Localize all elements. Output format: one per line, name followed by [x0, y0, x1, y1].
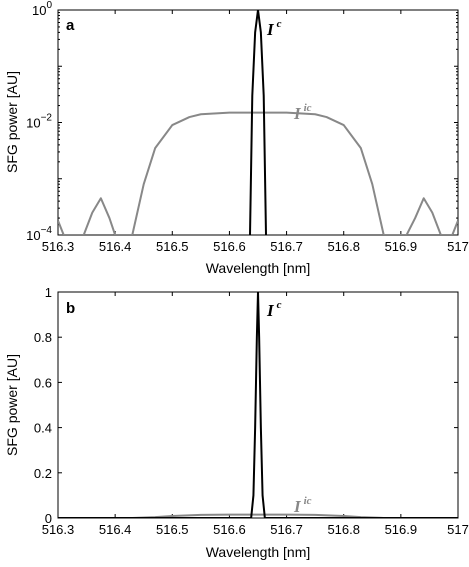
- y-tick-label: 0.2: [34, 466, 52, 481]
- x-tick-label: 516.9: [385, 522, 418, 537]
- y-ticks: 100 10−2 10−4: [26, 0, 458, 243]
- panel-label: a: [66, 17, 75, 34]
- x-tick-label: 516.7: [270, 522, 303, 537]
- y-tick-label: 100: [32, 0, 52, 18]
- series-line-ic: [58, 292, 458, 518]
- y-tick-label: 0.4: [34, 421, 52, 436]
- x-ticks: 516.3 516.4 516.5 516.6 516.7 516.8 516.9 517: [42, 10, 469, 254]
- x-tick-label: 516.6: [213, 522, 246, 537]
- x-tick-label: 516.8: [327, 239, 360, 254]
- x-tick-label: 517: [447, 239, 469, 254]
- x-tick-label: 516.6: [213, 239, 246, 254]
- chart-panel-a: a 516.3 516.4 516.5 516.6 516.7 516.8 516.9 517…: [4, 0, 469, 276]
- x-tick-label: 516.7: [270, 239, 303, 254]
- x-tick-label: 516.5: [156, 239, 189, 254]
- x-tick-label: 516.9: [385, 239, 418, 254]
- panel-label: b: [66, 300, 75, 317]
- y-axis-label: SFG power [AU]: [4, 71, 20, 173]
- series-group: [58, 10, 458, 235]
- y-tick-label: 10−2: [26, 113, 52, 131]
- y-tick-label: 10−4: [26, 225, 52, 243]
- series-line-ic: [249, 10, 267, 235]
- y-tick-label: 0.6: [34, 375, 52, 390]
- x-ticks: 516.3 516.4 516.5 516.6 516.7 516.8 516.9 517: [42, 292, 469, 537]
- y-ticks: 0 0.2 0.4 0.6 0.8 1: [34, 285, 458, 526]
- x-tick-label: 516.3: [42, 239, 75, 254]
- y-tick-label: 0.8: [34, 330, 52, 345]
- x-tick-label: 516.3: [42, 522, 75, 537]
- x-tick-label: 516.4: [99, 522, 132, 537]
- y-tick-label: 0: [45, 511, 52, 526]
- x-axis-label: Wavelength [nm]: [206, 260, 311, 276]
- x-tick-label: 516.4: [99, 239, 132, 254]
- plot-area-frame: [57, 9, 459, 236]
- y-axis-label: SFG power [AU]: [4, 354, 20, 456]
- series-line-iic: [58, 111, 458, 235]
- x-tick-label: 517: [447, 522, 469, 537]
- series-group: [58, 292, 458, 518]
- x-axis-label: Wavelength [nm]: [206, 544, 311, 560]
- chart-panel-b: b 516.3 516.4 516.5 516.6 516.7 516.8 516.9 517…: [4, 285, 469, 560]
- y-tick-label: 1: [45, 285, 52, 300]
- x-tick-label: 516.8: [327, 522, 360, 537]
- x-tick-label: 516.5: [156, 522, 189, 537]
